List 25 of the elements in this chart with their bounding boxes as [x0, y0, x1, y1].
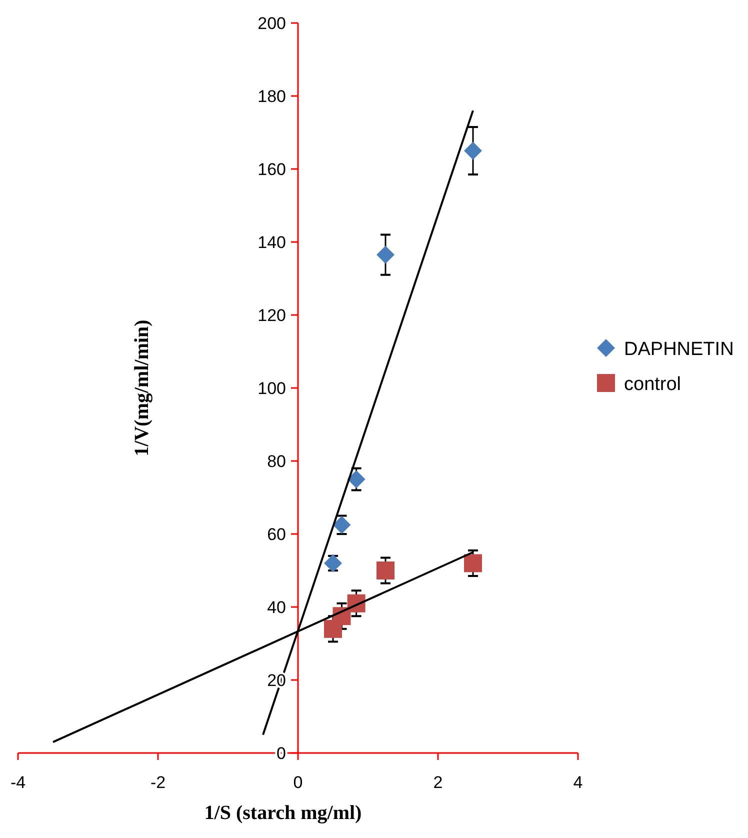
y-tick-label: 120 [258, 306, 286, 325]
x-tick-label: 4 [573, 773, 583, 792]
y-tick-label: 80 [267, 452, 286, 471]
y-axis-title: 1/V(mg/ml/min) [131, 320, 153, 456]
y-tick-label: 40 [267, 598, 286, 617]
x-tick-label: -4 [10, 773, 26, 792]
y-tick-label: 200 [258, 14, 286, 33]
y-tick-label: 60 [267, 525, 286, 544]
y-tick-label: 180 [258, 87, 286, 106]
point [464, 142, 482, 160]
point [324, 554, 342, 572]
x-tick-label: 2 [433, 773, 443, 792]
x-tick-label: 0 [293, 773, 303, 792]
x-tick-label: -2 [150, 773, 166, 792]
point [464, 554, 482, 572]
legend-label: control [624, 374, 682, 395]
point [332, 516, 351, 534]
point [376, 246, 394, 264]
point [347, 470, 366, 488]
x-axis-title: 1/S (starch mg/ml) [204, 802, 362, 824]
legend-label: DAPHNETIN [624, 339, 734, 360]
y-tick-label: 100 [258, 379, 286, 398]
y-tick-label: 140 [258, 233, 286, 252]
y-tick-label: 160 [258, 160, 286, 179]
point [376, 562, 394, 580]
